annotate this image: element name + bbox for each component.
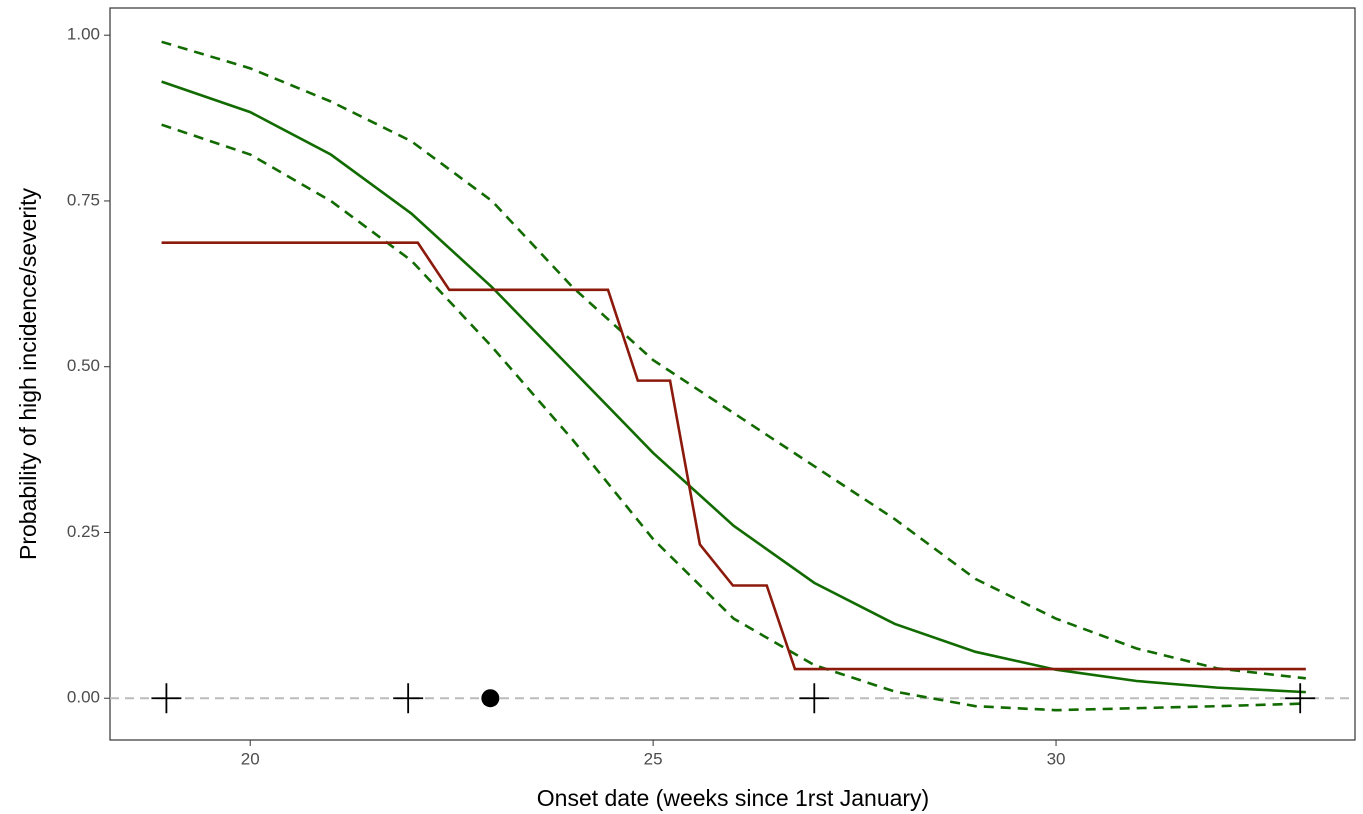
series-line <box>161 123 1306 712</box>
point <box>481 689 500 708</box>
point <box>151 683 182 714</box>
x-tick-label: 25 <box>644 749 663 768</box>
y-axis-title: Probability of high incidence/severity <box>15 187 41 560</box>
y-tick-label: 0.75 <box>67 190 100 209</box>
point <box>799 683 830 714</box>
x-tick-label: 20 <box>241 749 260 768</box>
plot-frame <box>109 7 1356 741</box>
x-tick-label: 30 <box>1047 749 1066 768</box>
y-tick-label: 0.00 <box>67 688 100 707</box>
series-line <box>161 40 1306 680</box>
point <box>393 683 424 714</box>
y-tick-label: 1.00 <box>67 25 100 44</box>
point <box>1285 683 1316 714</box>
series-line <box>161 241 1306 671</box>
y-tick-label: 0.25 <box>67 522 100 541</box>
x-axis-title: Onset date (weeks since 1rst January) <box>537 785 929 811</box>
series-line <box>161 80 1306 694</box>
y-tick-label: 0.50 <box>67 356 100 375</box>
